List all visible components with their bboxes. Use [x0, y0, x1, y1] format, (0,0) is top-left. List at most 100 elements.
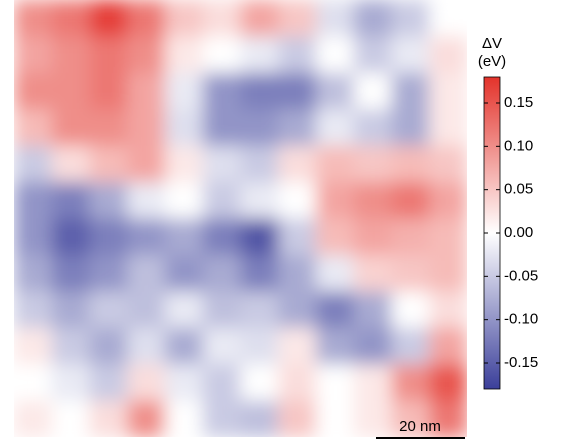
- map-cell: [203, 255, 241, 292]
- map-cell: [354, 291, 392, 328]
- map-cell: [203, 364, 241, 401]
- map-cell: [165, 36, 203, 73]
- map-cell: [241, 73, 279, 110]
- map-cell: [165, 291, 203, 328]
- map-cell: [392, 73, 430, 110]
- map-cells: [14, 0, 468, 438]
- page: 20 nm ΔV (eV) 0.150.100.050.00-0.05-0.10…: [0, 0, 568, 444]
- map-cell: [90, 0, 128, 37]
- map-cell: [241, 401, 279, 438]
- map-cell: [429, 146, 467, 183]
- map-cell: [316, 328, 354, 365]
- map-cell: [90, 146, 128, 183]
- map-cell: [203, 36, 241, 73]
- map-cell: [165, 255, 203, 292]
- map-cell: [354, 219, 392, 256]
- map-cell: [127, 255, 165, 292]
- map-cell: [392, 328, 430, 365]
- map-cell: [203, 0, 241, 37]
- map-cell: [127, 0, 165, 37]
- map-cell: [90, 291, 128, 328]
- map-cell: [354, 36, 392, 73]
- colorbar-tick-label: -0.15: [504, 354, 538, 371]
- map-cell: [90, 182, 128, 219]
- map-cell: [52, 328, 90, 365]
- map-cell: [429, 219, 467, 256]
- map-cell: [90, 364, 128, 401]
- map-cell: [52, 219, 90, 256]
- map-cell: [127, 291, 165, 328]
- map-cell: [52, 291, 90, 328]
- map-cell: [316, 219, 354, 256]
- map-cell: [52, 364, 90, 401]
- map-cell: [203, 73, 241, 110]
- map-cell: [127, 146, 165, 183]
- map-cell: [241, 291, 279, 328]
- map-cell: [354, 255, 392, 292]
- map-cell: [14, 401, 52, 438]
- map-cell: [392, 182, 430, 219]
- map-cell: [241, 328, 279, 365]
- map-cell: [278, 401, 316, 438]
- map-cell: [278, 291, 316, 328]
- map-cell: [241, 182, 279, 219]
- map-cell: [203, 401, 241, 438]
- colorbar-tick-label: -0.05: [504, 267, 538, 284]
- map-cell: [165, 146, 203, 183]
- map-cell: [429, 255, 467, 292]
- map-cell: [316, 36, 354, 73]
- map-cell: [52, 146, 90, 183]
- scale-bar-label: 20 nm: [399, 418, 441, 435]
- map-cell: [278, 255, 316, 292]
- map-cell: [241, 0, 279, 37]
- map-cell: [203, 291, 241, 328]
- map-cell: [203, 109, 241, 146]
- map-cell: [52, 109, 90, 146]
- map-cell: [127, 109, 165, 146]
- map-cell: [278, 0, 316, 37]
- map-cell: [392, 255, 430, 292]
- map-cell: [241, 36, 279, 73]
- map-cell: [90, 73, 128, 110]
- map-cell: [241, 219, 279, 256]
- map-cell: [165, 182, 203, 219]
- map-cell: [90, 109, 128, 146]
- map-cell: [278, 109, 316, 146]
- map-cell: [14, 328, 52, 365]
- map-cell: [14, 73, 52, 110]
- map-cell: [278, 219, 316, 256]
- map-cell: [14, 0, 52, 37]
- map-cell: [354, 401, 392, 438]
- map-cell: [52, 0, 90, 37]
- map-cell: [429, 291, 467, 328]
- map-cell: [316, 182, 354, 219]
- map-cell: [90, 328, 128, 365]
- map-cell: [429, 109, 467, 146]
- map-cell: [392, 219, 430, 256]
- map-cell: [127, 364, 165, 401]
- map-cell: [165, 328, 203, 365]
- map-cell: [52, 73, 90, 110]
- map-cell: [278, 182, 316, 219]
- map-cell: [278, 328, 316, 365]
- map-cell: [165, 219, 203, 256]
- map-cell: [316, 364, 354, 401]
- colorbar-tick-label: 0.15: [504, 94, 533, 111]
- map-cell: [392, 146, 430, 183]
- map-cell: [354, 182, 392, 219]
- map-cell: [203, 328, 241, 365]
- map-cell: [127, 219, 165, 256]
- map-cell: [241, 109, 279, 146]
- map-cell: [165, 73, 203, 110]
- map-cell: [127, 401, 165, 438]
- map-cell: [354, 328, 392, 365]
- map-cell: [354, 146, 392, 183]
- map-cell: [52, 36, 90, 73]
- map-cell: [127, 36, 165, 73]
- map-cell: [354, 364, 392, 401]
- map-cell: [52, 255, 90, 292]
- map-cell: [316, 401, 354, 438]
- map-cell: [203, 146, 241, 183]
- map-cell: [127, 182, 165, 219]
- map-cell: [278, 364, 316, 401]
